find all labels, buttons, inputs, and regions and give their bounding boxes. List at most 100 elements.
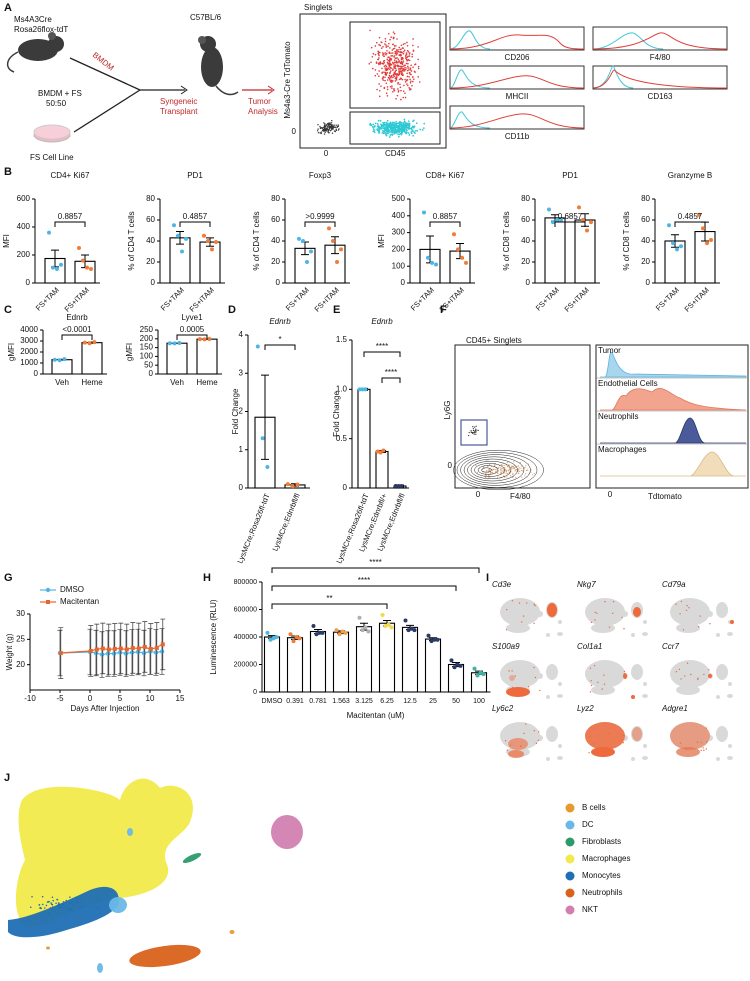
event-dot [371,55,374,58]
event-dot [515,477,517,479]
y-axis-label: % of CD8 T cells [502,211,511,270]
y-tick-label: 2 [239,407,244,416]
event-dot [76,899,78,901]
event-dot [51,907,54,910]
data-point [141,650,147,656]
data-point [177,341,182,346]
event-dot [391,52,394,54]
data-point [335,260,339,264]
x-axis-label: Tdtomato [648,492,682,501]
event-dot [408,59,411,62]
event-dot [376,128,379,130]
event-dot [417,58,419,61]
event-dot [321,129,324,132]
legend-label: Neutrophils [582,888,622,897]
ridge-label: Macrophages [598,445,646,454]
event-dot [331,123,333,126]
gate [349,21,441,109]
event-dot [518,468,520,470]
data-point [135,649,141,655]
event-dot [372,130,375,133]
event-dot [387,132,389,135]
expression-dot [518,602,521,604]
cell-cloud [546,664,558,680]
event-dot [385,73,388,76]
significance-label: **** [385,368,397,377]
event-dot [48,900,50,903]
cell-cloud [546,757,550,761]
event-dot [400,89,402,92]
y-tick-label: 0 [34,369,39,378]
y-tick-label: 60 [271,215,280,224]
event-dot [512,465,514,467]
event-dot [377,125,380,128]
umap-cluster [127,828,133,836]
event-dot [328,127,331,129]
data-point [456,247,460,252]
event-dot [335,126,337,128]
data-point [55,267,59,271]
histogram-grid: CD206 F4/80 MHCII CD163 CD11b [449,26,728,141]
event-dot [400,44,403,47]
contour [456,452,538,488]
data-point [88,648,93,653]
data-point [339,247,343,252]
cell-cloud [643,620,647,624]
event-dot [323,133,326,135]
event-dot [482,466,485,468]
bar [332,631,350,693]
data-point [154,645,159,650]
event-dot [330,129,332,131]
data-point [124,647,129,652]
data-point [409,626,414,631]
event-dot [395,54,397,56]
event-dot [373,131,376,133]
event-dot [474,429,477,432]
event-dot [388,52,391,55]
x-zero-label: 0 [324,149,329,158]
legend-label: NKT [582,905,598,914]
legend-label: B cells [582,803,606,812]
data-point [148,646,153,651]
data-point [478,670,483,675]
data-point [697,212,701,217]
data-point [105,651,111,656]
chart-title: CD8+ Ki67 [426,171,465,180]
data-point [94,647,99,652]
cell-cloud [622,611,628,617]
event-dot [524,475,526,477]
event-dot [392,130,395,133]
event-dot [96,906,98,909]
y-tick-label: 200 [17,250,31,259]
event-dot [41,895,44,898]
event-dot [410,80,412,83]
data-point [547,207,551,212]
event-dot [389,47,391,49]
event-dot [382,76,384,79]
cell-cloud [728,744,732,748]
event-dot [391,49,394,51]
histogram-curve [449,69,491,89]
event-dot [374,74,377,77]
event-dot [332,127,334,129]
event-dot [406,84,409,87]
event-dot [329,125,332,128]
event-dot [509,469,511,471]
expression-dot [533,729,536,732]
expression-dot [697,626,700,628]
cell-cloud [642,694,648,698]
cell-cloud [642,632,648,636]
data-point [403,618,408,623]
event-dot [393,32,396,35]
mouse-icon [6,32,64,73]
event-dot [383,71,385,73]
y-tick-label: 4 [239,330,244,339]
legend-label: Fibroblasts [582,837,621,846]
event-dot [398,125,401,128]
expression-dot [526,602,528,604]
arrow-head [267,85,275,95]
data-point [85,265,89,270]
x-tick-label: Veh [55,378,69,387]
event-dot [475,431,477,433]
